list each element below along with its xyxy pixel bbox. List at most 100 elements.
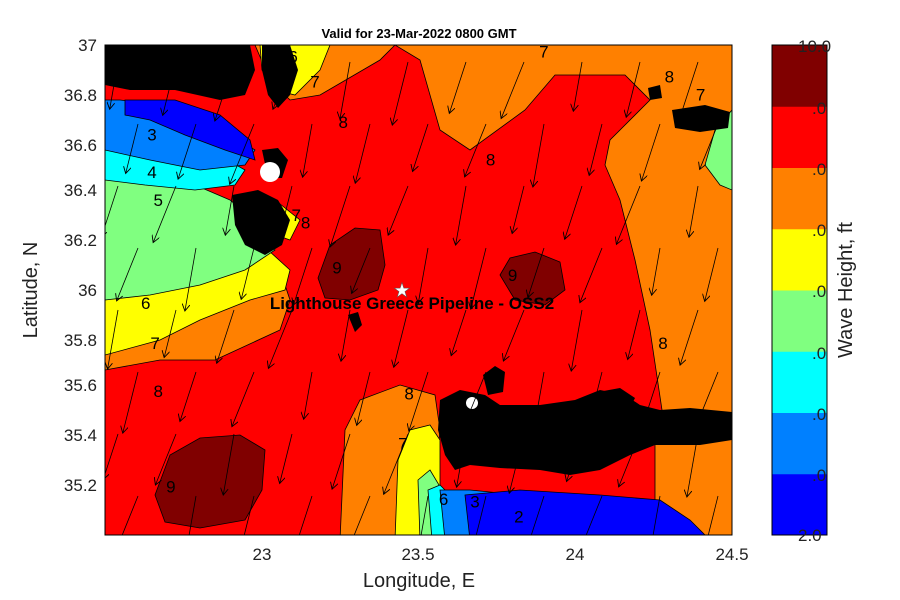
antikythira-island (348, 312, 362, 332)
wave-direction-arrow (108, 309, 119, 369)
wave-direction-arrow (475, 495, 487, 535)
y-tick-label: 36.8 (64, 86, 97, 105)
small-islet-ne (648, 85, 662, 100)
colorbar-tick-label: .0 (812, 466, 826, 485)
contour-label: 8 (665, 68, 674, 87)
wave-direction-arrow (528, 247, 545, 297)
colorbar-top-label: 10.0 (798, 37, 831, 56)
y-tick-label: 35.4 (64, 426, 97, 445)
contour-label: 8 (658, 334, 667, 353)
wave-direction-arrow (223, 433, 235, 495)
white-gap-north (260, 162, 280, 182)
contour-label: 8 (301, 213, 310, 232)
wave-direction-arrow (678, 61, 699, 123)
y-tick-label: 36.4 (64, 181, 97, 200)
wave-direction-arrow (689, 185, 699, 237)
north-island-landmass (262, 45, 298, 108)
colorbar-band (772, 106, 827, 168)
contour-band-9ft-east (499, 251, 566, 306)
colorbar-band (772, 228, 827, 291)
wave-direction-arrow (707, 495, 719, 535)
wave-direction-arrow (687, 433, 699, 497)
wave-direction-arrow (153, 185, 177, 243)
wave-direction-arrow (330, 185, 351, 247)
contour-band-2ft-crete (464, 489, 706, 535)
wave-direction-arrow (533, 123, 545, 187)
wave-direction-arrow (503, 309, 525, 361)
wave-direction-arrow (241, 247, 255, 299)
wave-direction-arrow (188, 495, 197, 535)
wave-direction-arrow (121, 495, 139, 535)
contour-label: 9 (332, 259, 341, 278)
colorbar-label: Wave Height, ft (835, 222, 857, 358)
contour-label: 6 (439, 490, 448, 509)
x-axis-label: Longitude, E (363, 570, 475, 592)
y-tick-label: 35.2 (64, 476, 97, 495)
wave-direction-arrow (273, 61, 293, 109)
crete-east-bump (598, 388, 635, 412)
wave-direction-arrow (616, 185, 641, 244)
wave-direction-arrow (565, 185, 583, 239)
wave-direction-arrow (280, 433, 293, 483)
contour-label: 7 (292, 206, 301, 225)
chart-title: Valid for 23-Mar-2022 0800 GMT (321, 26, 516, 41)
wave-direction-arrow (355, 123, 371, 183)
colorbar-band (772, 45, 827, 107)
wave-direction-arrow (117, 247, 139, 301)
wave-direction-arrow (705, 247, 719, 301)
wave-direction-arrow (123, 371, 139, 433)
wave-direction-arrow (293, 247, 313, 305)
wave-direction-arrow (126, 123, 139, 173)
crete-bump (483, 366, 505, 395)
wave-direction-arrow (232, 371, 255, 427)
colorbar-band (772, 167, 827, 230)
y-tick-label: 35.6 (64, 376, 97, 395)
wave-direction-arrow (457, 433, 467, 487)
wave-direction-arrow (643, 371, 661, 423)
contour-label: 4 (147, 163, 156, 182)
wave-direction-arrow (471, 247, 487, 309)
colorbar-tick-label: .0 (812, 221, 826, 240)
wave-direction-arrow (586, 371, 603, 435)
wave-direction-arrow (353, 495, 371, 535)
peloponnese-landmass (105, 45, 255, 100)
wave-direction-arrow (340, 61, 351, 119)
wave-direction-arrow (456, 185, 467, 245)
x-tick-label: 24.5 (715, 545, 748, 564)
colorbar-bottom-label: 2.0 (798, 526, 822, 545)
kythira-island (232, 190, 290, 255)
wave-direction-arrow (652, 495, 661, 535)
wave-direction-arrow (530, 495, 545, 535)
wave-direction-arrow (298, 495, 313, 535)
y-axis-label: Latitude, N (20, 242, 42, 339)
contour-label: 7 (310, 73, 319, 92)
y-tick-label: 36.2 (64, 231, 97, 250)
wave-direction-arrow (384, 433, 409, 494)
colorbar: 10.0 .0 .0 .0 .0 .0 .0 .0 2.0 Wave Heigh… (771, 37, 857, 545)
wave-direction-arrow (571, 309, 583, 371)
wave-direction-arrow (352, 247, 371, 293)
wave-direction-arrow (509, 433, 525, 493)
wave-direction-arrow (467, 371, 487, 419)
wave-direction-arrow (534, 371, 545, 429)
wave-direction-arrow (185, 247, 197, 311)
wave-direction-arrow (585, 495, 603, 535)
wave-direction-arrow (512, 185, 525, 234)
wave-direction-arrow (105, 185, 119, 237)
y-tick-label: 37 (78, 36, 97, 55)
contour-label: 8 (339, 113, 348, 132)
wave-direction-arrow (652, 247, 661, 295)
wave-direction-arrow (409, 371, 429, 431)
wave-direction-arrow (332, 433, 351, 489)
wave-direction-arrow (413, 123, 429, 172)
contour-label: 8 (154, 382, 163, 401)
wave-direction-arrow (388, 185, 409, 235)
wave-direction-arrow (225, 185, 235, 235)
x-tick-label: 24 (566, 545, 585, 564)
wave-direction-arrow (303, 123, 313, 177)
y-tick-label: 36 (78, 281, 97, 300)
wave-direction-arrow (243, 495, 255, 535)
wave-direction-arrow (680, 309, 699, 365)
